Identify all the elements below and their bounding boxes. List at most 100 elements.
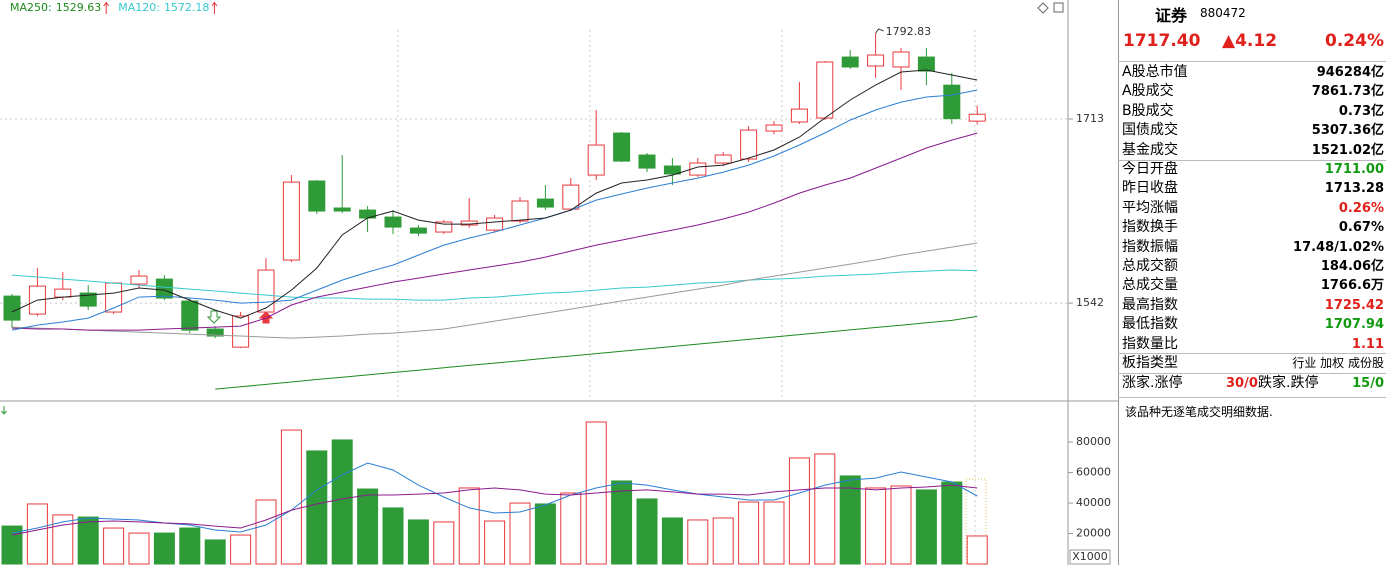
chart: X1000 1542 1713 1792.83 MA250: 1529.63 MA120:… bbox=[0, 0, 1118, 565]
info-value: 1725.42 bbox=[1324, 297, 1384, 313]
info-value: 5307.36亿 bbox=[1311, 123, 1384, 139]
buy-marker bbox=[258, 311, 274, 324]
info-label: 最低指数 bbox=[1122, 316, 1178, 333]
legend-value: 1572.18 bbox=[164, 1, 210, 14]
volume-bar bbox=[966, 535, 988, 565]
volume-bar bbox=[280, 429, 302, 565]
info-row: 昨日收盘 1713.28 bbox=[1122, 179, 1384, 198]
y-tick-label: 20000 bbox=[1076, 527, 1111, 540]
candle-body bbox=[155, 278, 173, 299]
volume-bar bbox=[77, 516, 99, 565]
info-row: 最高指数 1725.42 bbox=[1122, 296, 1384, 315]
candle-body bbox=[435, 221, 453, 233]
icon[interactable] bbox=[1037, 2, 1049, 14]
candle-body bbox=[892, 51, 910, 68]
ma-line bbox=[11, 269, 978, 301]
volume-bar bbox=[560, 492, 582, 565]
info-row: 今日开盘 1711.00 bbox=[1122, 160, 1384, 179]
sell-marker bbox=[206, 310, 222, 324]
info-label: 总成交额 bbox=[1122, 258, 1178, 274]
candle-body bbox=[409, 227, 427, 234]
ma-line bbox=[11, 89, 978, 331]
volume-bar bbox=[814, 453, 836, 565]
volume-bar bbox=[712, 517, 734, 565]
candle-body bbox=[54, 288, 72, 298]
candle-body bbox=[333, 207, 351, 212]
info-label: A股成交 bbox=[1122, 83, 1174, 100]
info-label: 指数换手 bbox=[1122, 219, 1178, 236]
candle-body bbox=[536, 198, 554, 208]
info-row: 板指类型 行业 加权 成份股 bbox=[1122, 354, 1384, 373]
candle-body bbox=[562, 184, 580, 210]
info-label: 最高指数 bbox=[1122, 296, 1178, 313]
candle-body bbox=[943, 84, 961, 120]
legend-value: 1529.63 bbox=[56, 1, 102, 14]
volume-bar bbox=[306, 450, 328, 565]
volume-bar bbox=[484, 520, 506, 565]
volume-bar bbox=[153, 532, 175, 565]
volume-bar bbox=[534, 503, 556, 565]
separator bbox=[1118, 61, 1386, 62]
candle-body bbox=[232, 315, 250, 348]
icon bbox=[1, 406, 7, 415]
volume-bar bbox=[407, 519, 429, 565]
info-label: B股成交 bbox=[1122, 102, 1174, 119]
icon[interactable] bbox=[1053, 2, 1064, 13]
info-value: 0.26% bbox=[1338, 200, 1384, 216]
candle-body bbox=[663, 165, 681, 175]
candle-body bbox=[765, 124, 783, 132]
volume-bar bbox=[52, 514, 74, 565]
info-value: 1711.00 bbox=[1324, 162, 1384, 177]
candle-body bbox=[968, 113, 986, 122]
separator bbox=[1118, 373, 1386, 374]
info-label: 国债成交 bbox=[1122, 122, 1178, 139]
candle-body bbox=[384, 216, 402, 228]
volume-bar bbox=[382, 507, 404, 565]
candle-body bbox=[308, 180, 326, 212]
candle-body bbox=[714, 154, 732, 164]
candle-body bbox=[816, 61, 834, 119]
info-value: 1521.02亿 bbox=[1311, 142, 1384, 158]
candle-body bbox=[917, 56, 935, 72]
volume-bar bbox=[738, 501, 760, 565]
volume-bar bbox=[204, 539, 226, 565]
unit-label: X1000 bbox=[1072, 550, 1108, 563]
candle-body bbox=[257, 269, 275, 313]
separator bbox=[1118, 353, 1386, 354]
volume-bar bbox=[687, 519, 709, 565]
info-label: 板指类型 bbox=[1122, 355, 1178, 371]
panel-border bbox=[1118, 0, 1119, 565]
volume-bar bbox=[763, 501, 785, 565]
candle-body bbox=[486, 217, 504, 231]
limit-row: 涨家.涨停 30/0 跌家.跌停 15/0 bbox=[1122, 374, 1384, 393]
info-value: 7861.73亿 bbox=[1311, 84, 1384, 100]
info-value: 184.06亿 bbox=[1320, 259, 1384, 274]
volume-bar bbox=[941, 481, 963, 565]
info-value: 1713.28 bbox=[1324, 181, 1384, 197]
info-row: 总成交量 1766.6万 bbox=[1122, 276, 1384, 295]
down-value: 15/0 bbox=[1352, 376, 1384, 391]
candle-body bbox=[3, 295, 21, 321]
separator bbox=[1118, 397, 1386, 398]
ma-line bbox=[11, 132, 978, 331]
candle-body bbox=[638, 154, 656, 169]
y-tick-label: 80000 bbox=[1076, 435, 1111, 448]
info-row: 国债成交 5307.36亿 bbox=[1122, 121, 1384, 140]
candle-body bbox=[587, 144, 605, 176]
candle-body bbox=[206, 328, 224, 337]
volume-bar bbox=[839, 475, 861, 565]
volume-bar bbox=[26, 503, 48, 565]
name: 证券 bbox=[1155, 6, 1188, 25]
volume-bar bbox=[636, 498, 658, 565]
quote-panel: 证券 880472 1717.40 ▲4.12 0.24% 涨家.涨停 30/0… bbox=[1118, 0, 1386, 565]
info-label: 指数振幅 bbox=[1122, 238, 1178, 255]
volume-bar bbox=[128, 532, 150, 565]
volume-bar bbox=[179, 527, 201, 565]
info-value: 0.67% bbox=[1338, 220, 1384, 236]
info-row: 指数量比 1.11 bbox=[1122, 335, 1384, 354]
info-value: 1.11 bbox=[1351, 336, 1384, 352]
legend-arrow bbox=[103, 1, 110, 14]
code: 880472 bbox=[1200, 6, 1246, 20]
candle-body bbox=[511, 200, 529, 222]
